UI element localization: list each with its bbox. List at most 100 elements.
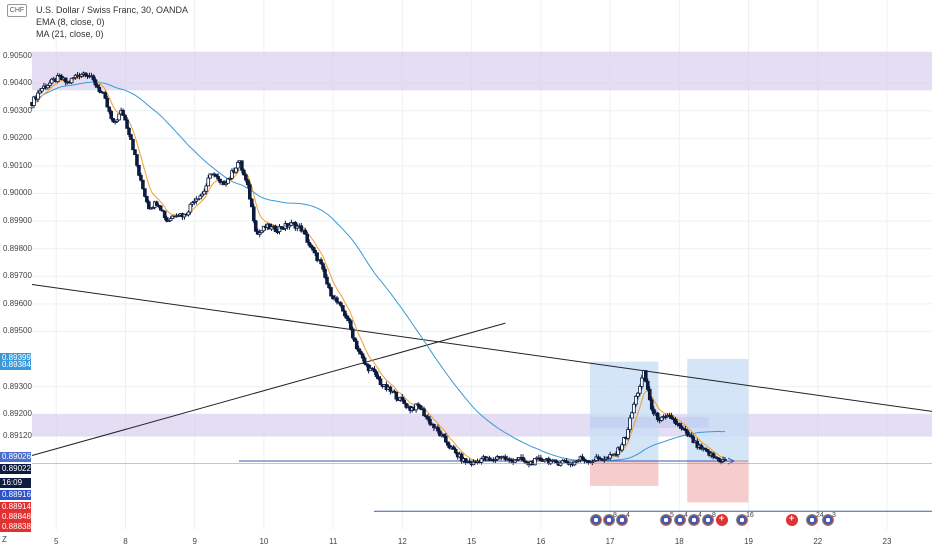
candle-body bbox=[695, 440, 700, 448]
us-flag-event-icon[interactable] bbox=[702, 514, 714, 526]
candle-body bbox=[574, 460, 579, 463]
candle-body bbox=[50, 78, 54, 84]
candle-body bbox=[228, 177, 232, 180]
y-tick-label: 0.90300 bbox=[3, 105, 32, 115]
candle-body bbox=[79, 74, 84, 77]
y-tick-label: 0.89600 bbox=[3, 298, 32, 308]
candle-body bbox=[281, 228, 286, 230]
candle-body bbox=[400, 396, 405, 401]
candle-body bbox=[242, 169, 246, 176]
price-tag: 0.88848 bbox=[0, 512, 31, 522]
currency-badge[interactable]: CHF bbox=[7, 4, 27, 17]
us-flag-event-icon[interactable] bbox=[603, 514, 615, 526]
candle-body bbox=[147, 201, 151, 210]
candle-body bbox=[444, 435, 448, 443]
candle-body bbox=[261, 225, 266, 232]
price-tag: 0.88916 bbox=[0, 490, 31, 500]
candle-body bbox=[188, 203, 193, 213]
candle-body bbox=[251, 206, 256, 222]
candle-body bbox=[143, 188, 147, 197]
us-flag-event-icon[interactable] bbox=[674, 514, 686, 526]
candle-body bbox=[329, 287, 333, 297]
y-tick-label: 0.89900 bbox=[3, 216, 32, 226]
candle-body bbox=[655, 412, 660, 420]
candle-body bbox=[253, 220, 258, 232]
us-flag-event-icon[interactable] bbox=[616, 514, 628, 526]
candle-body bbox=[463, 458, 468, 463]
event-count: 3 bbox=[832, 512, 836, 519]
candle-body bbox=[164, 217, 169, 222]
symbol-title[interactable]: U.S. Dollar / Swiss Franc, 30, OANDA bbox=[36, 5, 189, 15]
event-count: 8 bbox=[613, 512, 617, 519]
candle-body bbox=[374, 371, 379, 378]
candle-body bbox=[63, 77, 68, 83]
us-flag-event-icon[interactable] bbox=[822, 514, 834, 526]
candle-body bbox=[160, 209, 165, 212]
candle-body bbox=[289, 222, 294, 226]
us-flag-event-icon[interactable] bbox=[660, 514, 672, 526]
candle-body bbox=[343, 310, 347, 317]
candle-body bbox=[277, 226, 282, 233]
ch-flag-event-icon[interactable] bbox=[786, 513, 798, 526]
candle-body bbox=[422, 408, 426, 417]
candle-body bbox=[459, 453, 464, 462]
ma-indicator-label[interactable]: MA (21, close, 0) bbox=[36, 29, 104, 39]
candle-body bbox=[218, 178, 222, 183]
candle-body bbox=[683, 428, 688, 431]
candle-body bbox=[644, 370, 648, 382]
price-tag: 0.89384 bbox=[0, 360, 31, 370]
candle-body bbox=[659, 416, 664, 421]
candle-body bbox=[325, 276, 329, 285]
candle-body bbox=[129, 134, 133, 140]
candle-body bbox=[275, 231, 280, 233]
candle-body bbox=[442, 433, 446, 437]
candle-body bbox=[705, 449, 709, 452]
candle-body bbox=[327, 283, 331, 288]
ema-indicator-label[interactable]: EMA (8, close, 0) bbox=[36, 17, 105, 27]
y-tick-label: 0.90500 bbox=[3, 50, 32, 60]
candle-body bbox=[46, 85, 50, 89]
candle-body bbox=[723, 459, 727, 461]
us-flag-event-icon[interactable] bbox=[806, 514, 818, 526]
candle-body bbox=[244, 174, 248, 181]
y-tick-label: 0.89200 bbox=[3, 409, 32, 419]
candle-body bbox=[543, 458, 547, 462]
candle-body bbox=[649, 399, 654, 410]
candle-body bbox=[48, 82, 52, 86]
candle-body bbox=[717, 457, 721, 462]
price-tag: 0.88838 bbox=[0, 522, 31, 532]
event-count: 4 bbox=[684, 512, 688, 519]
candle-body bbox=[230, 170, 234, 179]
candle-body bbox=[608, 454, 612, 459]
candle-body bbox=[240, 160, 244, 171]
ch-flag-event-icon[interactable] bbox=[716, 513, 728, 526]
candle-body bbox=[305, 233, 310, 243]
candle-body bbox=[392, 390, 397, 393]
candle-body bbox=[200, 193, 205, 197]
y-tick-label: 0.89300 bbox=[3, 381, 32, 391]
candle-body bbox=[121, 109, 125, 116]
candle-body bbox=[487, 457, 492, 461]
y-tick-label: 0.89500 bbox=[3, 326, 32, 336]
us-flag-event-icon[interactable] bbox=[736, 514, 748, 526]
candle-body bbox=[111, 118, 115, 123]
candle-body bbox=[125, 119, 129, 129]
candle-body bbox=[154, 201, 159, 206]
candle-body bbox=[521, 457, 525, 462]
trendline bbox=[31, 284, 932, 412]
us-flag-event-icon[interactable] bbox=[688, 514, 700, 526]
candle-body bbox=[453, 449, 458, 454]
candle-body bbox=[645, 380, 650, 390]
candle-body bbox=[414, 403, 418, 411]
candle-body bbox=[432, 423, 436, 429]
candle-body bbox=[139, 174, 143, 181]
candle-body bbox=[105, 97, 110, 108]
position-loss-box bbox=[687, 461, 749, 503]
candle-body bbox=[626, 429, 630, 439]
us-flag-event-icon[interactable] bbox=[590, 514, 602, 526]
candle-body bbox=[226, 178, 230, 184]
x-tick-label: 5 bbox=[53, 537, 59, 546]
candle-body bbox=[436, 426, 440, 432]
